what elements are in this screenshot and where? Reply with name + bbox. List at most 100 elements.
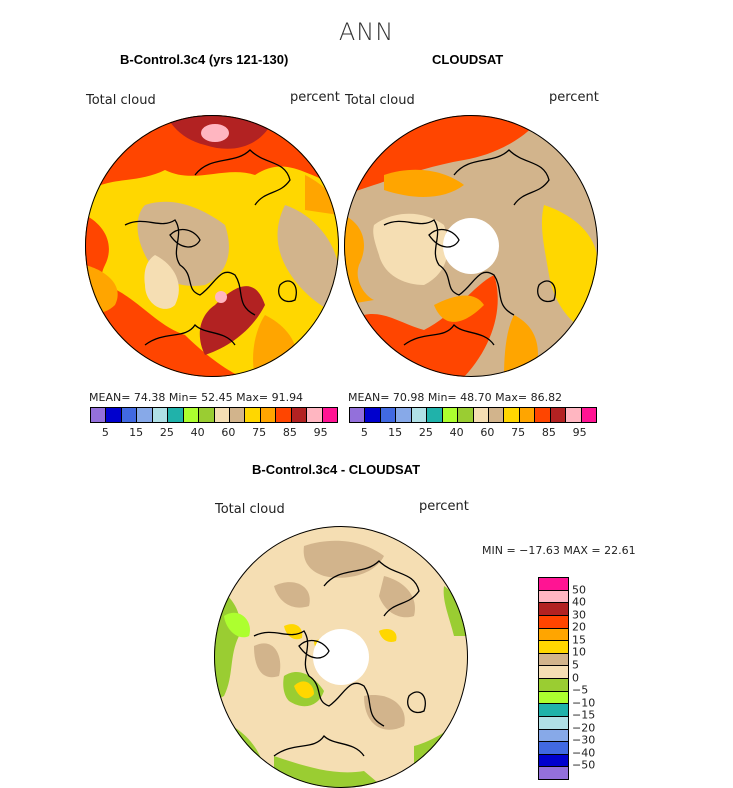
colorbar-tick-label: 75 <box>511 426 526 439</box>
colorbar-tick-label: 85 <box>541 426 556 439</box>
colorbar-tick-label: −20 <box>572 721 596 735</box>
panel1-colorbar <box>90 407 338 423</box>
colorbar-swatch <box>396 408 412 422</box>
colorbar-swatch <box>539 754 568 768</box>
colorbar-swatch <box>411 408 428 422</box>
panel3-colorbar <box>538 577 569 780</box>
colorbar-swatch <box>229 408 246 422</box>
colorbar-swatch <box>152 408 169 422</box>
colorbar-swatch <box>581 408 596 422</box>
colorbar-swatch <box>307 408 323 422</box>
panel1-map <box>85 115 339 377</box>
panel2-title: CLOUDSAT <box>432 52 504 67</box>
colorbar-swatch <box>539 628 568 642</box>
colorbar-tick-label: 95 <box>313 426 328 439</box>
colorbar-tick-label: 40 <box>190 426 205 439</box>
colorbar-tick-label: 20 <box>572 620 586 634</box>
colorbar-tick-label: 60 <box>480 426 495 439</box>
colorbar-swatch <box>322 408 337 422</box>
colorbar-swatch <box>550 408 567 422</box>
colorbar-swatch <box>539 704 568 717</box>
colorbar-swatch <box>539 666 568 679</box>
colorbar-tick-label: 30 <box>572 608 586 622</box>
colorbar-tick-label: 40 <box>572 595 586 609</box>
panel3-units-label: percent <box>419 499 469 514</box>
panel3-stats: MIN = −17.63 MAX = 22.61 <box>482 544 636 557</box>
colorbar-tick-label: 5 <box>572 658 579 672</box>
colorbar-tick-label: 10 <box>572 645 586 659</box>
colorbar-swatch <box>427 408 443 422</box>
colorbar-swatch <box>183 408 200 422</box>
colorbar-tick-label: −40 <box>572 746 596 760</box>
colorbar-swatch <box>350 408 366 422</box>
colorbar-tick-label: 5 <box>101 426 109 439</box>
panel1-units-label: percent <box>290 90 340 105</box>
panel1-colorbar-ticks: 5 15 25 40 60 75 85 95 <box>90 426 336 440</box>
panel2-colorbar-ticks: 5 15 25 40 60 75 85 95 <box>349 426 595 440</box>
colorbar-tick-label: −10 <box>572 696 596 710</box>
colorbar-swatch <box>539 716 568 730</box>
colorbar-swatch <box>504 408 520 422</box>
colorbar-tick-label: 15 <box>572 633 586 647</box>
colorbar-tick-label: 0 <box>572 671 579 684</box>
colorbar-swatch <box>106 408 122 422</box>
colorbar-swatch <box>539 679 568 692</box>
colorbar-swatch <box>245 408 261 422</box>
colorbar-swatch <box>539 578 568 591</box>
colorbar-swatch <box>442 408 459 422</box>
colorbar-swatch <box>380 408 397 422</box>
panel3-title: B-Control.3c4 - CLOUDSAT <box>252 462 421 477</box>
panel1-variable-label: Total cloud <box>86 93 156 108</box>
colorbar-tick-label: 75 <box>252 426 267 439</box>
colorbar-tick-label: 5 <box>360 426 368 439</box>
colorbar-swatch <box>488 408 505 422</box>
panel3-colorbar-ticks: 50 40 30 20 15 10 5 0 −5 −10 −15 −20 −30 −40 −50 <box>572 577 612 778</box>
colorbar-tick-label: 15 <box>129 426 144 439</box>
colorbar-swatch <box>458 408 474 422</box>
colorbar-tick-label: 85 <box>282 426 297 439</box>
panel2-variable-label: Total cloud <box>345 93 415 108</box>
colorbar-tick-label: 95 <box>572 426 587 439</box>
colorbar-swatch <box>260 408 277 422</box>
colorbar-swatch <box>214 408 230 422</box>
panel1-title: B-Control.3c4 (yrs 121-130) <box>120 52 289 67</box>
colorbar-tick-label: 60 <box>221 426 236 439</box>
colorbar-tick-label: 40 <box>449 426 464 439</box>
panel1-stats: MEAN= 74.38 Min= 52.45 Max= 91.94 <box>89 391 304 404</box>
colorbar-swatch <box>519 408 536 422</box>
colorbar-swatch <box>168 408 184 422</box>
panel3-map <box>214 526 468 788</box>
colorbar-swatch <box>91 408 107 422</box>
colorbar-tick-label: −50 <box>572 758 596 772</box>
colorbar-swatch <box>539 641 568 654</box>
colorbar-swatch <box>539 729 568 743</box>
colorbar-swatch <box>566 408 582 422</box>
colorbar-swatch <box>291 408 308 422</box>
colorbar-swatch <box>539 603 568 616</box>
colorbar-swatch <box>137 408 153 422</box>
colorbar-swatch <box>539 742 568 755</box>
colorbar-swatch <box>539 767 568 779</box>
colorbar-swatch <box>539 615 568 629</box>
panel3-variable-label: Total cloud <box>215 502 285 517</box>
colorbar-tick-label: 15 <box>388 426 403 439</box>
panel2-map <box>344 115 598 377</box>
colorbar-tick-label: −30 <box>572 733 596 747</box>
panel2-stats: MEAN= 70.98 Min= 48.70 Max= 86.82 <box>348 391 563 404</box>
colorbar-swatch <box>539 653 568 667</box>
colorbar-swatch <box>365 408 381 422</box>
colorbar-swatch <box>535 408 551 422</box>
colorbar-swatch <box>473 408 489 422</box>
colorbar-tick-label: −5 <box>572 683 589 697</box>
colorbar-swatch <box>276 408 292 422</box>
colorbar-swatch <box>539 590 568 604</box>
colorbar-tick-label: 25 <box>418 426 433 439</box>
panel2-colorbar <box>349 407 597 423</box>
season-title: ANN <box>338 18 395 46</box>
colorbar-tick-label: −15 <box>572 708 596 722</box>
colorbar-tick-label: 25 <box>159 426 174 439</box>
colorbar-tick-label: 50 <box>572 583 586 597</box>
colorbar-swatch <box>199 408 215 422</box>
colorbar-swatch <box>539 691 568 705</box>
panel2-units-label: percent <box>549 90 599 105</box>
